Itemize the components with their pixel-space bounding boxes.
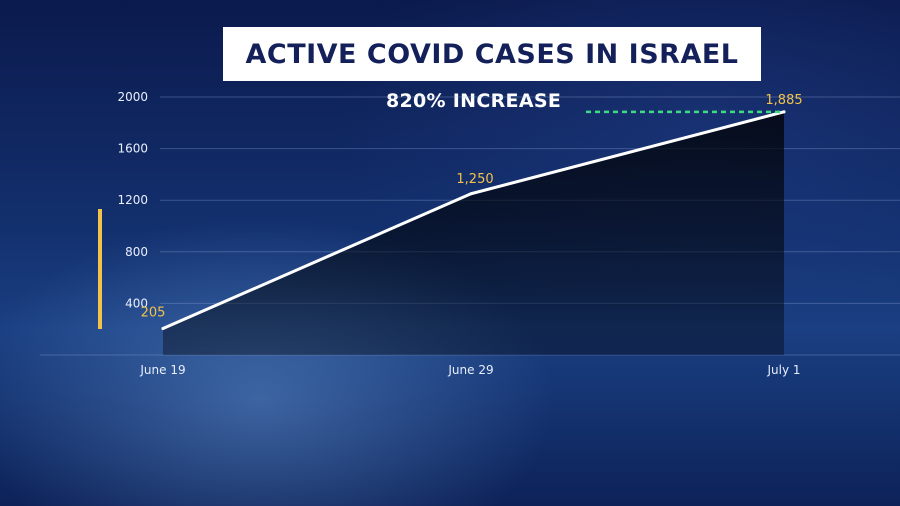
data-label: 1,250: [456, 172, 493, 187]
data-label: 205: [141, 306, 166, 321]
data-point: [469, 192, 473, 196]
x-tick-label: July 1: [766, 363, 800, 377]
x-tick-label: June 19: [139, 363, 185, 377]
y-tick-label: 1600: [117, 142, 148, 156]
data-point: [782, 110, 786, 114]
axis-labels: 400 800 1200 1600 2000 June 19 June 29 July 1: [117, 90, 800, 377]
y-tick-label: 2000: [117, 90, 148, 104]
area-shape: [163, 111, 784, 356]
chart-title: ACTIVE COVID CASES IN ISRAEL: [245, 38, 739, 70]
data-labels: 205 1,250 1,885: [141, 93, 803, 321]
y-tick-label: 400: [125, 296, 148, 310]
series-line: [161, 110, 786, 331]
accent-bar: [98, 209, 102, 329]
increase-annotation: 820% INCREASE: [386, 90, 562, 112]
area-fill: [163, 111, 784, 356]
decorations: [98, 110, 780, 329]
y-tick-label: 800: [125, 245, 148, 259]
y-tick-label: 1200: [117, 193, 148, 207]
data-point: [161, 327, 165, 331]
chart-title-box: ACTIVE COVID CASES IN ISRAEL: [223, 27, 761, 81]
x-tick-label: June 29: [447, 363, 493, 377]
data-label: 1,885: [765, 93, 802, 108]
